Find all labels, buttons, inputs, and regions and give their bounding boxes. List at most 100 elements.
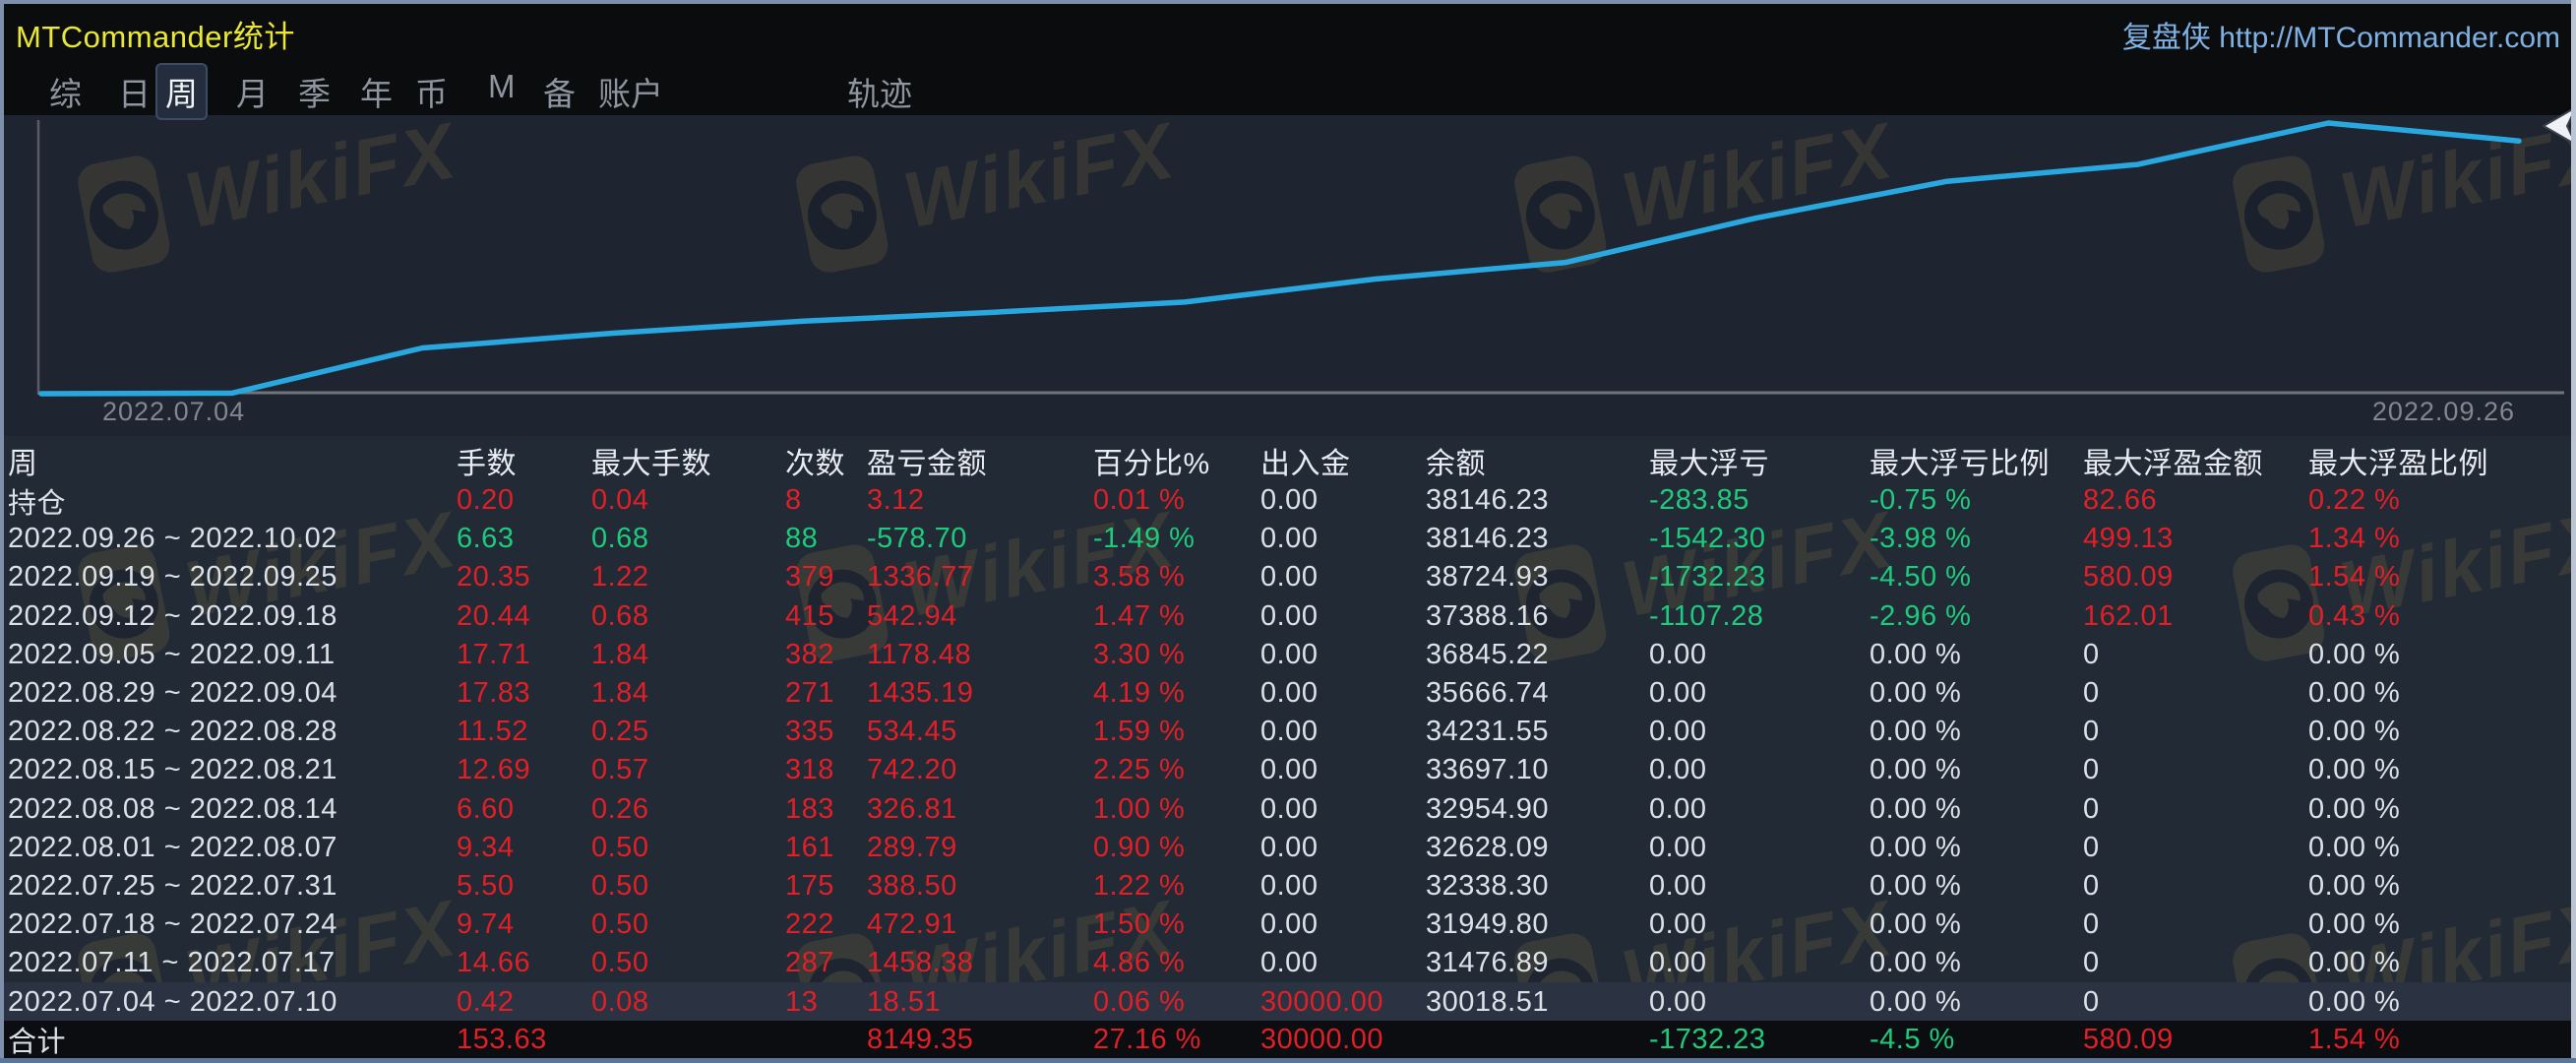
cell-max-float-profit-pct: 1.34 % [2308,523,2401,555]
cell-percent: 1.00 % [1093,792,1186,825]
cell-max-float-profit-pct: 0.00 % [2308,638,2401,670]
cell-percent: -1.49 % [1093,523,1196,555]
cell-pnl: 18.51 [867,985,942,1018]
cell-pnl: 388.50 [867,869,957,902]
cell-max-float-loss-pct: 0.00 % [1870,792,1962,825]
cell-percent: 3.30 % [1093,638,1186,670]
cell-pnl: 742.20 [867,754,957,786]
cell-max-float-profit: 82.66 [2083,484,2158,517]
tab-账户[interactable]: 账户 [598,76,663,112]
table-row[interactable]: 2022.09.12 ~ 2022.09.18 20.44 0.68 415 542.9… [4,597,2572,636]
cell-max-float-profit: 0 [2083,869,2100,902]
cell-trades: 8 [785,484,802,517]
table-header-row: 周 手数 最大手数 次数 盈亏金额 百分比% 出入金 余额 最大浮亏 最大浮亏比例 最大浮盈金额 最大… [4,440,2572,481]
cell-pnl: 1458.38 [867,947,974,979]
tab-备[interactable]: 备 [543,76,576,112]
cell-max-float-profit: 580.09 [2083,561,2174,594]
table-row[interactable]: 2022.08.01 ~ 2022.08.07 9.34 0.50 161 289.79… [4,829,2572,867]
table-row[interactable]: 持仓 0.20 0.04 8 3.12 0.01 % 0.00 38146.23 -283.85… [4,481,2572,520]
cell-pnl: -578.70 [867,523,967,555]
cell-max-float-loss: -1107.28 [1649,599,1764,632]
cell-max-float-profit-pct: 0.00 % [2308,792,2401,825]
table-row[interactable]: 2022.07.11 ~ 2022.07.17 14.66 0.50 287 1458.… [4,944,2572,982]
total-row-content[interactable]: 合计 153.63 8149.35 27.16 % 30000.00 -1732.23 -4… [4,1021,2571,1059]
cell-max-float-profit-pct: 0.00 % [2308,947,2401,979]
cell-max-lots: 0.25 [591,716,649,748]
cell-deposit-withdrawal: 0.00 [1260,599,1319,632]
cell-max-float-loss-pct: 0.00 % [1870,754,1962,786]
cell-week: 2022.09.12 ~ 2022.09.18 [8,599,337,632]
tab-日[interactable]: 日 [118,76,151,112]
cell-max-float-loss: 0.00 [1649,985,1707,1018]
cell-lots: 17.71 [457,638,531,670]
table-row[interactable]: 2022.08.22 ~ 2022.08.28 11.52 0.25 335 534.4… [4,713,2572,751]
cell-trades: 379 [785,561,834,594]
total-row: 合计 153.63 8149.35 27.16 % 30000.00 -1732.23 -4… [4,1021,2571,1058]
table-row[interactable]: 2022.09.05 ~ 2022.09.11 17.71 1.84 382 1178.… [4,636,2572,674]
cell-max-lots: 0.04 [591,484,649,517]
cell-max-float-loss-pct: 0.00 % [1870,638,1962,670]
cell-week: 持仓 [8,487,67,520]
cell-max-lots: 0.68 [591,599,649,632]
chart-panel [4,115,2571,436]
table-row[interactable]: 2022.07.25 ~ 2022.07.31 5.50 0.50 175 388.50… [4,867,2572,906]
cell-max-float-loss: 0.00 [1649,677,1707,710]
x-label-end: 2022.09.26 [2371,397,2515,426]
cell-max-float-loss-pct: 0.00 % [1870,947,1962,979]
cell-deposit-withdrawal: 0.00 [1260,831,1319,863]
table-row[interactable]: 2022.07.04 ~ 2022.07.10 0.42 0.08 13 18.51 0.… [4,982,2572,1022]
cell-max-float-loss: 0.00 [1649,908,1707,941]
cell-week: 合计 [8,1027,67,1058]
cell-week: 2022.09.26 ~ 2022.10.02 [8,523,337,555]
cell-max-float-loss-pct: -4.5 % [1870,1023,1955,1055]
cell-balance: 34231.55 [1426,716,1549,748]
header-cell-balance: 余额 [1426,448,1486,480]
tab-币[interactable]: 币 [415,76,448,112]
cell-max-lots: 0.08 [591,985,649,1018]
cell-lots: 0.42 [457,985,515,1018]
tab-综[interactable]: 综 [49,76,82,112]
cell-trades: 88 [785,523,819,555]
site-link[interactable]: 复盘侠 http://MTCommander.com [2121,22,2560,54]
cell-lots: 20.35 [457,561,531,594]
cell-pnl: 534.45 [867,716,957,748]
cell-pnl: 3.12 [867,484,925,517]
table-row[interactable]: 2022.08.08 ~ 2022.08.14 6.60 0.26 183 326.81… [4,790,2572,829]
cell-deposit-withdrawal: 0.00 [1260,677,1319,710]
cell-max-float-loss: -1732.23 [1649,1023,1766,1055]
cell-trades: 13 [785,985,819,1018]
tab-月[interactable]: 月 [236,76,269,112]
cell-deposit-withdrawal: 0.00 [1260,523,1319,555]
tab-年[interactable]: 年 [360,76,393,112]
table-row[interactable]: 2022.08.15 ~ 2022.08.21 12.69 0.57 318 742.2… [4,751,2572,789]
cell-percent: 0.06 % [1093,985,1186,1018]
cell-balance: 32338.30 [1426,869,1549,902]
cell-trades: 318 [785,754,834,786]
cell-deposit-withdrawal: 30000.00 [1260,1023,1383,1055]
cell-balance: 38146.23 [1426,484,1549,517]
cell-trades: 271 [785,677,834,710]
cell-max-float-loss: 0.00 [1649,947,1707,979]
table-row[interactable]: 2022.09.26 ~ 2022.10.02 6.63 0.68 88 -578.70… [4,520,2572,558]
cell-week: 2022.07.18 ~ 2022.07.24 [8,908,337,941]
table-row[interactable]: 2022.07.18 ~ 2022.07.24 9.74 0.50 222 472.91… [4,906,2572,944]
cell-week: 2022.08.22 ~ 2022.08.28 [8,716,337,748]
tab-轨迹[interactable]: 轨迹 [847,76,912,112]
cell-percent: 0.90 % [1093,831,1186,863]
cell-max-float-loss: 0.00 [1649,831,1707,863]
cell-max-float-profit: 499.13 [2083,523,2174,555]
tab-周[interactable]: 周 [157,65,206,118]
cell-deposit-withdrawal: 30000.00 [1260,985,1383,1018]
table-row[interactable]: 2022.09.19 ~ 2022.09.25 20.35 1.22 379 1336.… [4,558,2572,596]
cell-max-float-loss-pct: -4.50 % [1870,561,1972,594]
cell-percent: 0.01 % [1093,484,1186,517]
tab-季[interactable]: 季 [298,76,331,112]
cell-pnl: 1435.19 [867,677,974,710]
cell-trades: 222 [785,908,834,941]
cell-max-lots: 1.84 [591,677,649,710]
tab-M[interactable]: M [488,68,516,104]
cell-lots: 0.20 [457,484,515,517]
cell-balance: 32628.09 [1426,831,1549,863]
cell-max-lots: 1.84 [591,638,649,670]
table-row[interactable]: 2022.08.29 ~ 2022.09.04 17.83 1.84 271 1435.… [4,674,2572,713]
